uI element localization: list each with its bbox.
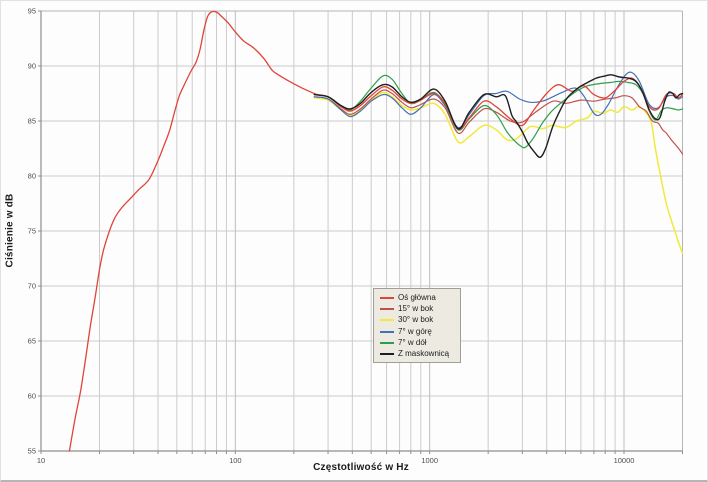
legend-item-5: Z maskownicą bbox=[380, 348, 455, 358]
legend-label: Z maskownicą bbox=[398, 348, 450, 358]
legend-line-swatch bbox=[380, 319, 394, 322]
legend-line-swatch bbox=[380, 352, 394, 355]
x-tick-label: 100 bbox=[229, 456, 242, 465]
y-tick-label: 85 bbox=[28, 117, 36, 126]
y-tick-label: 95 bbox=[28, 7, 36, 16]
legend-item-3: 7° w górę bbox=[380, 326, 455, 336]
x-tick-label: 10 bbox=[37, 456, 45, 465]
x-tick-label: 1000 bbox=[421, 456, 438, 465]
legend-line-swatch bbox=[380, 308, 394, 311]
legend-item-0: Oś główna bbox=[380, 294, 455, 302]
series-line-4 bbox=[313, 74, 684, 149]
series-line-5 bbox=[313, 74, 684, 159]
series-line-2 bbox=[313, 91, 684, 254]
legend-label: 7° w górę bbox=[398, 326, 432, 336]
legend-label: Oś główna bbox=[398, 293, 436, 302]
legend-line-swatch bbox=[380, 341, 394, 344]
y-tick-label: 60 bbox=[28, 392, 36, 401]
legend-label: 15° w bok bbox=[398, 304, 434, 314]
legend-item-1: 15° w bok bbox=[380, 305, 455, 313]
series-line-3 bbox=[313, 71, 684, 129]
legend: Oś główna 15° w bok 30° w bok 7° w górę 7° w… bbox=[373, 288, 461, 363]
y-axis-title: Ciśnienie w dB bbox=[4, 193, 16, 268]
x-axis-title: Częstotliwość w Hz bbox=[313, 462, 409, 473]
y-tick-label: 90 bbox=[28, 62, 36, 71]
legend-line-swatch bbox=[380, 330, 394, 333]
legend-label: 7° w dół bbox=[398, 337, 427, 347]
legend-item-4: 7° w dół bbox=[380, 337, 455, 347]
y-tick-label: 80 bbox=[28, 172, 36, 181]
legend-item-2: 30° w bok bbox=[380, 316, 455, 324]
legend-label: 30° w bok bbox=[398, 315, 434, 325]
legend-line-swatch bbox=[380, 297, 394, 299]
y-tick-label: 65 bbox=[28, 337, 36, 346]
y-tick-label: 70 bbox=[28, 282, 36, 291]
series-line-1 bbox=[313, 89, 684, 155]
x-tick-label: 10000 bbox=[614, 456, 635, 465]
y-tick-label: 55 bbox=[28, 447, 36, 456]
series-line-0 bbox=[68, 10, 684, 452]
y-tick-label: 75 bbox=[28, 227, 36, 236]
